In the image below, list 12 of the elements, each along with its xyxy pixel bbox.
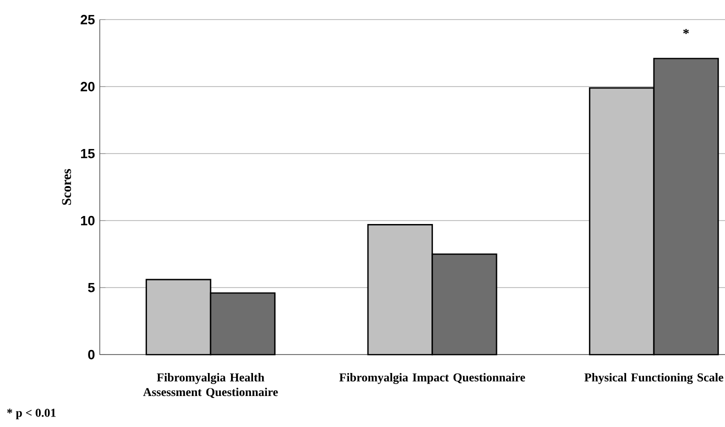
annotation: * [683,28,689,34]
y-axis-title: Scores [62,169,72,205]
y-tick-label: 5 [88,282,95,292]
x-tick-label: Physical Functioning Scale [584,373,724,384]
x-tick-label: Fibromyalgia Health Assessment Questionnaire [143,373,278,398]
y-tick-label: 10 [81,216,95,226]
text: * p < 0.01 [7,408,56,420]
y-tick-label: 15 [81,148,95,158]
y-tick-label: 20 [80,82,95,92]
y-tick-label: 0 [88,350,95,360]
x-tick-label: Fibromyalgia Impact Questionnaire [339,373,526,384]
y-tick-label: 25 [80,14,95,24]
